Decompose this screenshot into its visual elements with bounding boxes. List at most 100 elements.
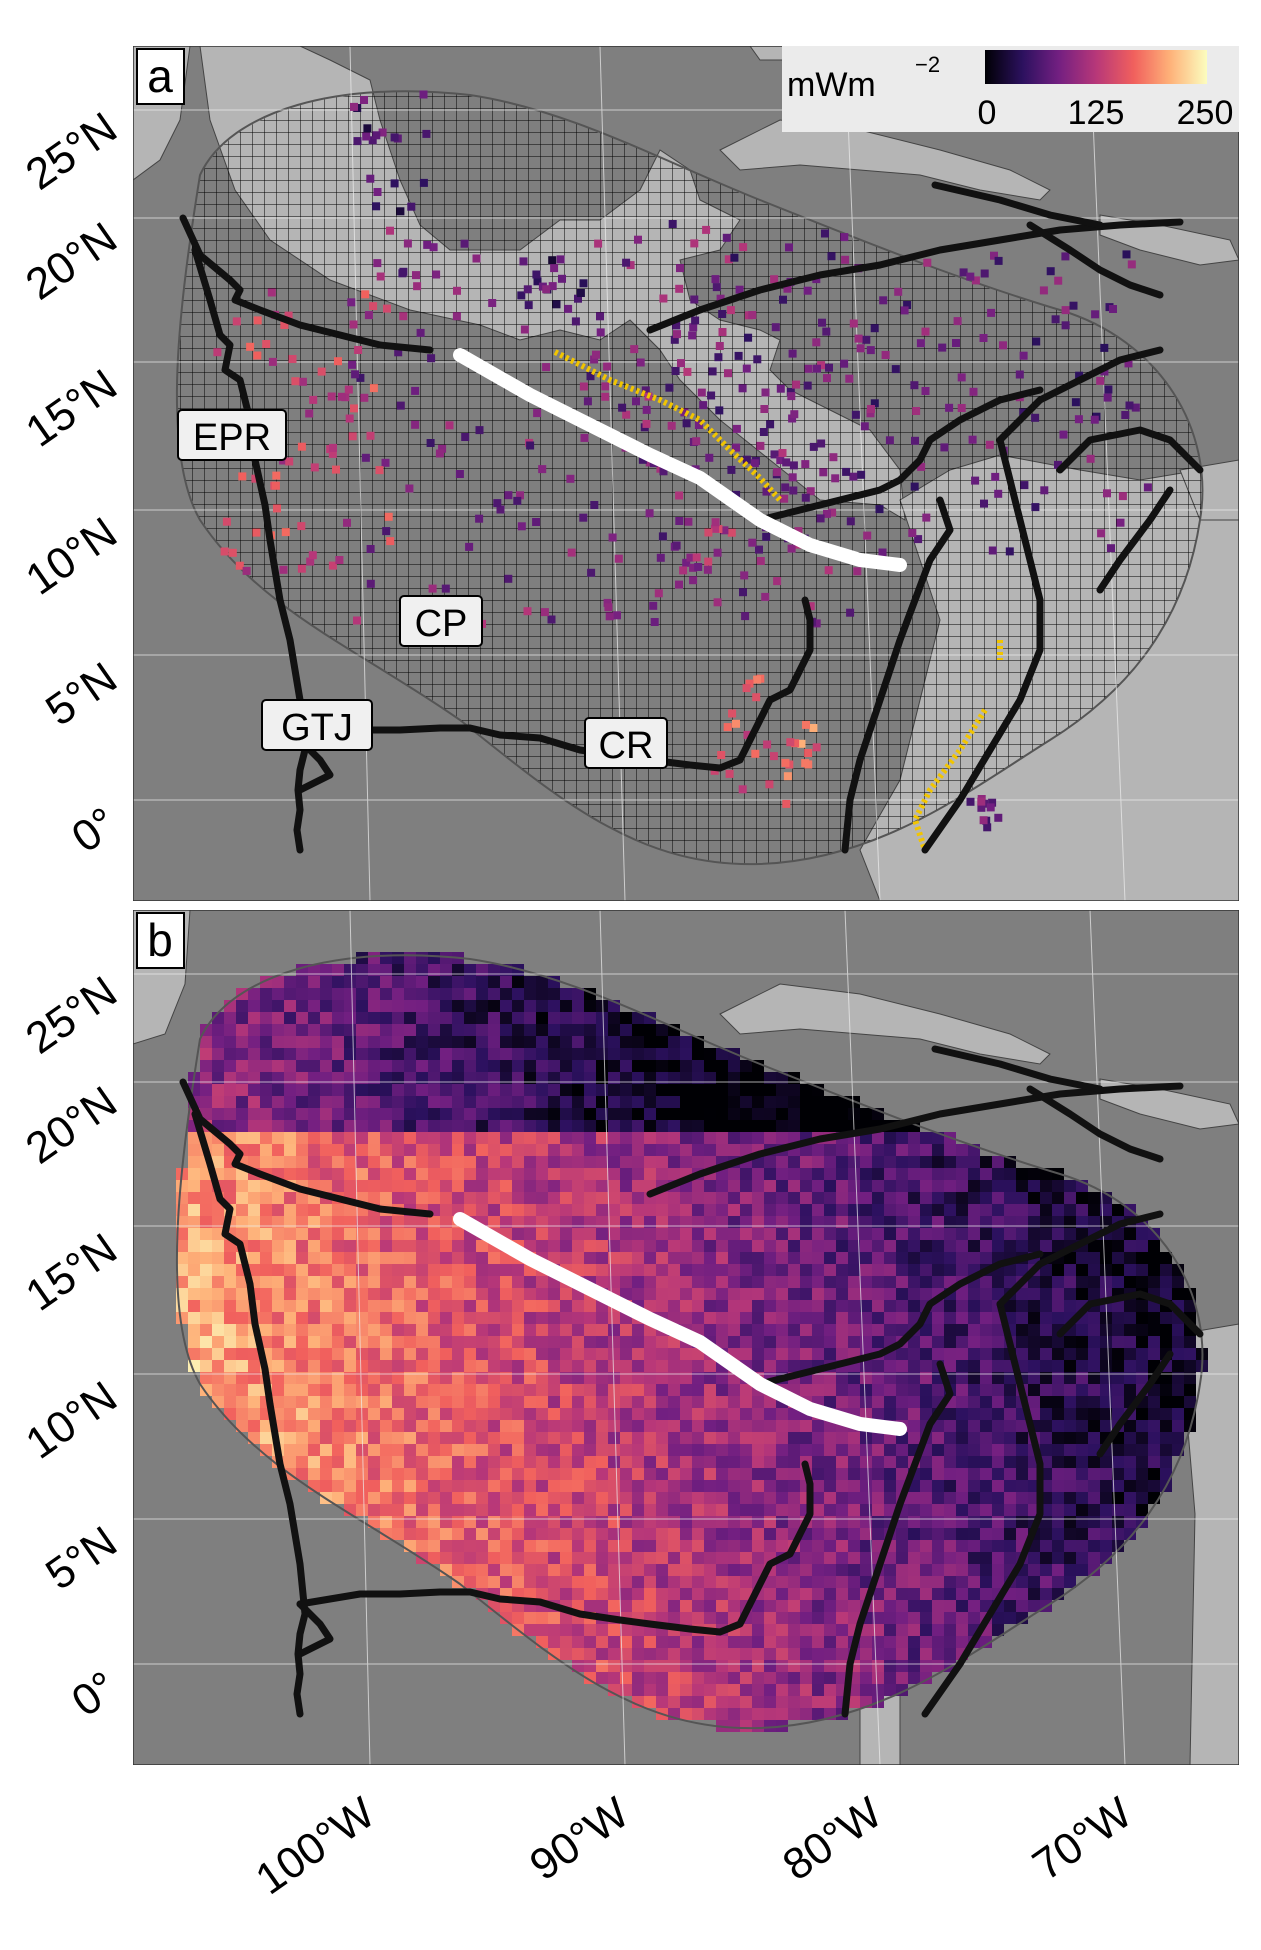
prediction-cell	[1112, 1204, 1124, 1216]
prediction-cell	[1100, 1204, 1112, 1216]
prediction-cell	[680, 1096, 692, 1108]
prediction-cell	[368, 1348, 380, 1360]
prediction-cell	[1088, 1204, 1100, 1216]
prediction-cell	[812, 1552, 824, 1564]
prediction-cell	[656, 1612, 668, 1624]
prediction-cell	[800, 1384, 812, 1396]
heat-flow-sample	[980, 269, 989, 278]
prediction-cell	[812, 1252, 824, 1264]
heat-flow-sample	[658, 532, 667, 541]
prediction-cell	[740, 1504, 752, 1516]
prediction-cell	[1124, 1348, 1136, 1360]
prediction-cell	[488, 988, 500, 1000]
prediction-cell	[488, 1540, 500, 1552]
heat-flow-sample	[432, 270, 441, 279]
prediction-cell	[452, 1240, 464, 1252]
prediction-cell	[296, 1384, 308, 1396]
prediction-cell	[272, 1048, 284, 1060]
prediction-cell	[488, 1492, 500, 1504]
prediction-cell	[692, 1192, 704, 1204]
prediction-cell	[1124, 1492, 1136, 1504]
prediction-cell	[596, 1084, 608, 1096]
prediction-cell	[392, 1216, 404, 1228]
prediction-cell	[476, 1072, 488, 1084]
prediction-cell	[788, 1468, 800, 1480]
prediction-cell	[932, 1600, 944, 1612]
heat-flow-sample	[605, 612, 614, 621]
prediction-cell	[608, 1216, 620, 1228]
prediction-cell	[764, 1276, 776, 1288]
prediction-cell	[656, 1528, 668, 1540]
heat-flow-sample	[728, 709, 737, 718]
prediction-cell	[248, 1252, 260, 1264]
prediction-cell	[284, 1348, 296, 1360]
prediction-cell	[644, 1072, 656, 1084]
prediction-cell	[1184, 1300, 1196, 1312]
prediction-cell	[692, 1144, 704, 1156]
prediction-cell	[404, 1420, 416, 1432]
prediction-cell	[380, 1168, 392, 1180]
prediction-cell	[404, 1084, 416, 1096]
prediction-cell	[908, 1276, 920, 1288]
prediction-cell	[752, 1648, 764, 1660]
prediction-cell	[1052, 1408, 1064, 1420]
heat-flow-sample	[596, 328, 605, 337]
prediction-cell	[704, 1324, 716, 1336]
prediction-cell	[824, 1540, 836, 1552]
heat-flow-sample	[519, 257, 528, 266]
prediction-cell	[1160, 1468, 1172, 1480]
prediction-cell	[320, 1312, 332, 1324]
prediction-cell	[944, 1144, 956, 1156]
prediction-cell	[776, 1420, 788, 1432]
prediction-cell	[536, 1000, 548, 1012]
prediction-cell	[668, 1444, 680, 1456]
prediction-cell	[980, 1384, 992, 1396]
prediction-cell	[920, 1564, 932, 1576]
prediction-cell	[632, 1036, 644, 1048]
prediction-cell	[440, 1072, 452, 1084]
prediction-cell	[596, 1528, 608, 1540]
prediction-cell	[992, 1516, 1004, 1528]
prediction-cell	[560, 1396, 572, 1408]
prediction-cell	[752, 1420, 764, 1432]
prediction-cell	[812, 1480, 824, 1492]
prediction-cell	[680, 1468, 692, 1480]
heat-flow-sample	[659, 294, 668, 303]
prediction-cell	[752, 1660, 764, 1672]
prediction-cell	[548, 1624, 560, 1636]
heat-flow-sample	[517, 291, 526, 300]
prediction-cell	[584, 1588, 596, 1600]
prediction-cell	[884, 1444, 896, 1456]
heat-flow-sample	[966, 272, 975, 281]
prediction-cell	[416, 1540, 428, 1552]
prediction-cell	[932, 1168, 944, 1180]
prediction-cell	[956, 1348, 968, 1360]
prediction-cell	[716, 1648, 728, 1660]
prediction-cell	[416, 1084, 428, 1096]
prediction-cell	[656, 1516, 668, 1528]
prediction-cell	[524, 1120, 536, 1132]
prediction-cell	[1112, 1228, 1124, 1240]
prediction-cell	[260, 1084, 272, 1096]
prediction-cell	[596, 1444, 608, 1456]
prediction-cell	[1028, 1216, 1040, 1228]
prediction-cell	[1148, 1420, 1160, 1432]
prediction-cell	[476, 1576, 488, 1588]
prediction-cell	[332, 1468, 344, 1480]
prediction-cell	[692, 1612, 704, 1624]
prediction-cell	[248, 1156, 260, 1168]
prediction-cell	[752, 1720, 764, 1732]
prediction-cell	[560, 1288, 572, 1300]
prediction-cell	[716, 1384, 728, 1396]
region-label-cr-text: CR	[599, 725, 654, 767]
prediction-cell	[752, 1240, 764, 1252]
prediction-cell	[560, 1444, 572, 1456]
prediction-cell	[752, 1096, 764, 1108]
prediction-cell	[296, 1456, 308, 1468]
prediction-cell	[776, 1168, 788, 1180]
prediction-cell	[1100, 1492, 1112, 1504]
prediction-cell	[788, 1288, 800, 1300]
heat-flow-sample	[940, 443, 949, 452]
prediction-cell	[704, 1216, 716, 1228]
prediction-cell	[620, 1516, 632, 1528]
